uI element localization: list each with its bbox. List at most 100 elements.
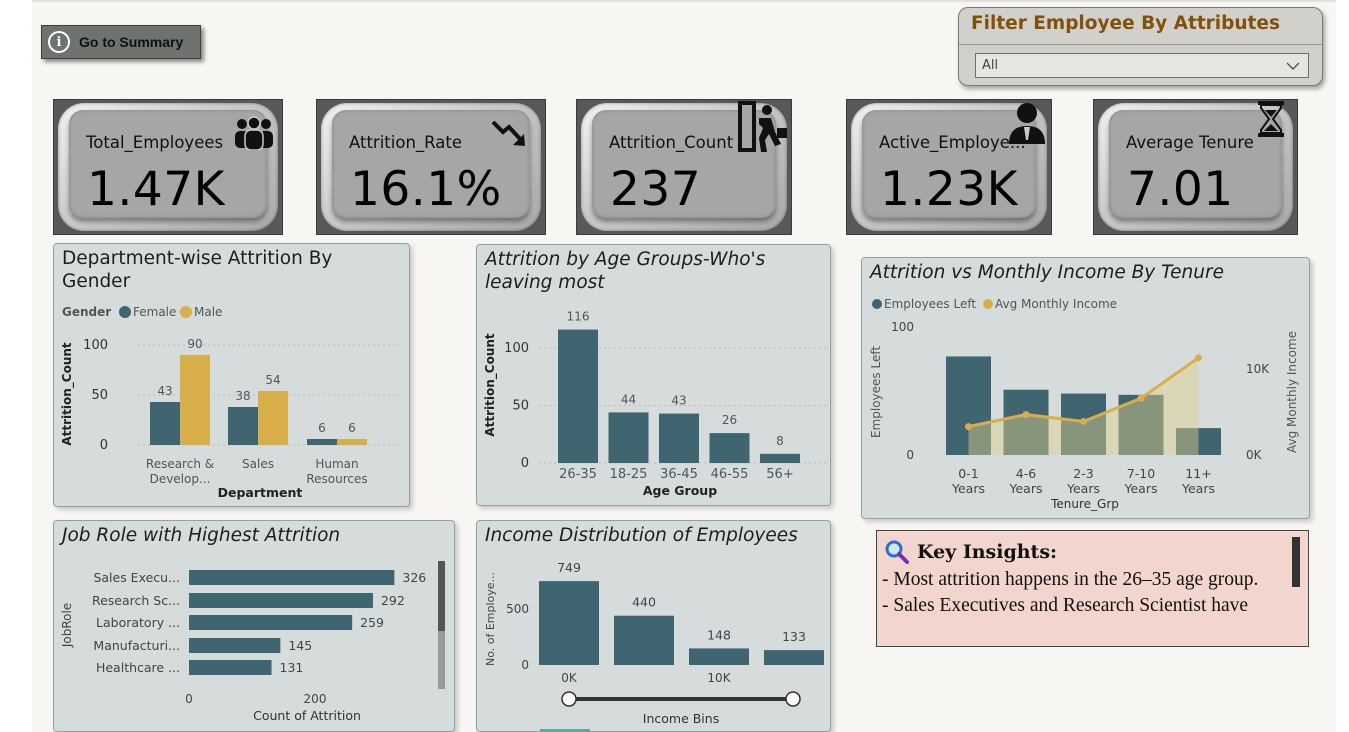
key-insights-title: Key Insights: — [917, 541, 1058, 563]
x-tick-label: 26-35 — [559, 467, 597, 482]
y2-axis-label: Avg Monthly Income — [1285, 331, 1299, 453]
kpi-card-inner — [862, 110, 1036, 218]
y-tick-label: Manufacturi... — [93, 638, 180, 653]
trend-down-arrow-icon — [491, 120, 525, 146]
panel-dept-gender[interactable]: Department-wise Attrition By Gender Gend… — [53, 243, 410, 507]
kpi-value: 7.01 — [1127, 162, 1234, 217]
x-tick-label: Years — [1181, 481, 1215, 496]
bar — [764, 650, 824, 665]
income-point — [965, 423, 972, 431]
panel-income-distribution[interactable]: Income Distribution of Employees 0 500 No.… — [476, 520, 831, 732]
y-tick-label: 0 — [521, 658, 529, 672]
x-tick-label: Years — [1124, 481, 1158, 496]
bar-female — [307, 439, 337, 445]
data-label: 44 — [621, 392, 636, 406]
panel-tenure-income[interactable]: Attrition vs Monthly Income By Tenure Em… — [861, 257, 1310, 519]
x-tick-label: 36-45 — [660, 467, 698, 482]
chart-title: Income Distribution of Employees — [485, 525, 798, 546]
y-tick-label: 100 — [891, 320, 914, 334]
y-tick-label: Research Sc... — [92, 593, 180, 608]
go-to-summary-label: Go to Summary — [79, 34, 184, 50]
x-tick-label: 18-25 — [610, 467, 648, 482]
bar — [614, 615, 674, 665]
x-axis-label: Age Group — [643, 483, 717, 498]
kpi-card-average-tenure: Average Tenure 7.01 — [1093, 99, 1298, 235]
legend-swatch-employees-left — [872, 299, 882, 309]
legend-swatch-male — [180, 306, 192, 318]
insight-line: - Sales Executives and Research Scientis… — [882, 594, 1249, 616]
chart-dept-gender: Gender Female Male 0 50 100 Attrition_Count 43 9… — [60, 305, 399, 500]
bar — [709, 433, 750, 463]
hourglass-icon — [1258, 101, 1284, 137]
key-insights-body: - Most attrition happens in the 26–35 ag… — [882, 567, 1292, 618]
bar — [689, 648, 749, 665]
kpi-card-inner — [1109, 110, 1282, 218]
data-label: 133 — [782, 629, 806, 644]
data-label: 131 — [280, 660, 304, 675]
kpi-label: Attrition_Rate — [349, 133, 462, 152]
x-tick-label: Years — [1009, 481, 1043, 496]
bar — [558, 329, 598, 463]
x-tick-label: 0 — [185, 692, 193, 706]
go-to-summary-button[interactable]: i Go to Summary — [41, 25, 201, 59]
y-tick-label: 0 — [100, 438, 108, 453]
bar — [189, 615, 353, 630]
data-label: 326 — [402, 570, 426, 585]
chart-title: Department-wise Attrition By Gender — [62, 248, 333, 292]
data-label: 116 — [567, 310, 590, 324]
scrollbar-thumb[interactable] — [438, 561, 445, 631]
range-slider-handle-max[interactable] — [785, 691, 801, 707]
key-insights-box: Key Insights: - Most attrition happens i… — [876, 530, 1309, 647]
x-axis-label: Income Bins — [643, 711, 719, 726]
bar — [760, 453, 800, 463]
filter-title: Filter Employee By Attributes — [971, 13, 1280, 34]
kpi-value: 1.47K — [87, 162, 225, 217]
bar — [539, 581, 599, 665]
x-tick-label: Resources — [306, 472, 367, 486]
panel-job-role[interactable]: Job Role with Highest Attrition Sales Ex… — [53, 520, 455, 732]
x-tick-label: 7-10 — [1127, 466, 1155, 481]
bar-female — [150, 402, 180, 445]
y-tick-label: 0 — [521, 456, 529, 471]
kpi-card-attrition-count: Attrition_Count 237 — [576, 99, 792, 235]
kpi-value: 237 — [610, 162, 702, 217]
x-tick-label: 0K — [561, 671, 578, 685]
chart-age-groups: 0 50 100 Attrition_Count 116 26-35 44 18-25 43 36… — [483, 310, 827, 498]
income-area — [968, 357, 1199, 455]
kpi-value: 1.23K — [880, 162, 1018, 217]
chevron-down-icon — [1286, 62, 1300, 70]
bar-employees-left — [946, 356, 991, 455]
kpi-label: Active_Employe... — [879, 133, 1026, 152]
y-tick-label: 100 — [83, 338, 108, 353]
y-tick-label: 50 — [512, 399, 529, 414]
bar — [189, 593, 373, 608]
data-label: 43 — [671, 394, 686, 408]
businessman-icon — [1009, 103, 1045, 144]
y-tick-label: Healthcare ... — [96, 660, 180, 675]
key-insights-scrollbar[interactable] — [1292, 537, 1300, 587]
data-label: 440 — [632, 595, 656, 610]
y-axis-label: Attrition_Count — [483, 333, 498, 437]
data-label: 259 — [360, 615, 384, 630]
bar-male — [258, 391, 288, 445]
y-tick-label: Sales Execu... — [93, 570, 180, 585]
legend-title: Gender — [62, 305, 111, 319]
panel-age-groups[interactable]: Attrition by Age Groups-Who's leaving mo… — [476, 244, 831, 506]
x-tick-label: 0-1 — [958, 466, 978, 481]
legend-label-avg-income: Avg Monthly Income — [995, 297, 1117, 311]
legend-label-female: Female — [133, 305, 176, 319]
filter-dropdown[interactable]: All — [975, 53, 1309, 78]
filter-slicer: Filter Employee By Attributes All — [958, 7, 1323, 86]
y-tick-label: 0 — [906, 448, 914, 462]
data-label: 54 — [265, 373, 280, 387]
magnifier-icon — [885, 540, 909, 564]
x-tick-label: 10K — [707, 671, 731, 685]
kpi-value: 16.1% — [350, 162, 502, 217]
kpi-card-total-employees: Total_Employees 1.47K — [53, 99, 283, 235]
range-slider-handle-min[interactable] — [561, 691, 577, 707]
data-label: 43 — [157, 384, 172, 398]
chart-title: Job Role with Highest Attrition — [62, 525, 341, 546]
x-tick-label: 200 — [304, 692, 327, 706]
chart-job-role: Sales Execu... 326 Research Sc... 292 Labora… — [60, 561, 445, 723]
data-label: 26 — [722, 413, 737, 427]
